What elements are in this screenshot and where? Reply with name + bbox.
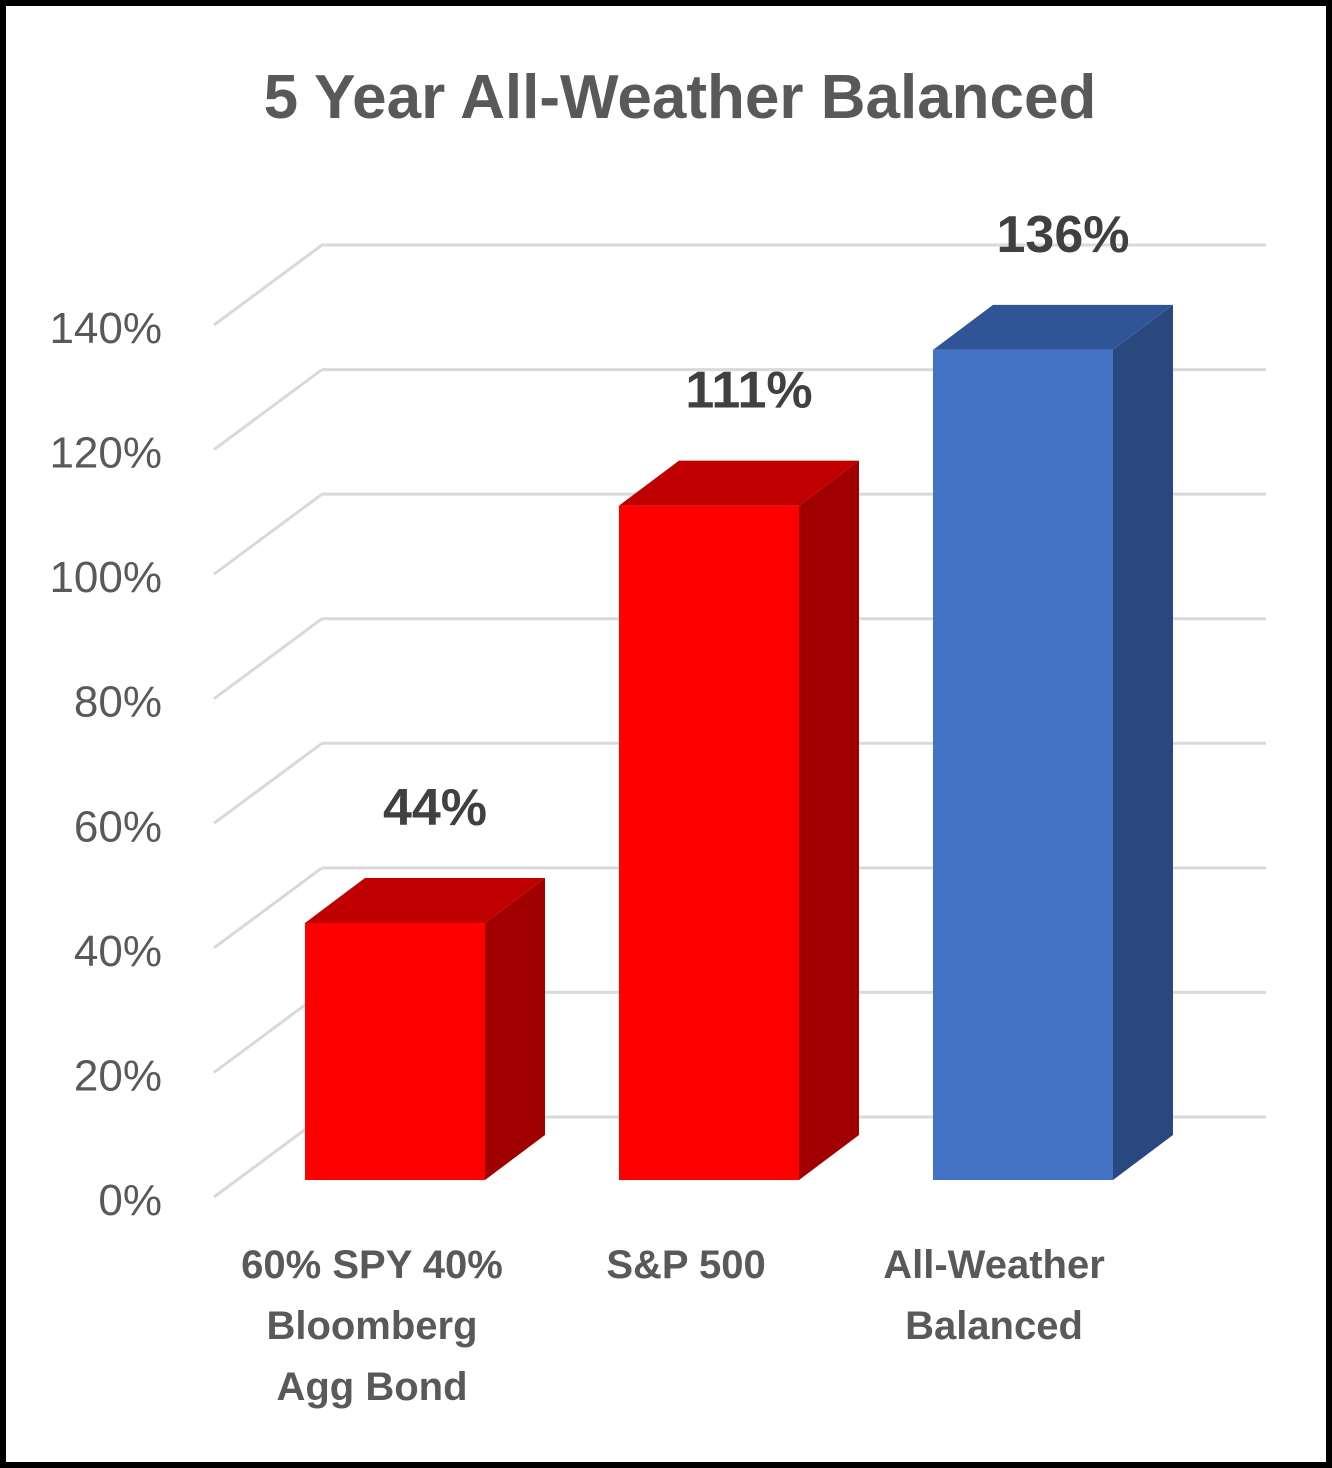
bar-3 <box>933 304 1173 1180</box>
data-label: 136% <box>997 206 1130 264</box>
bar-top-face <box>933 304 1173 350</box>
y-tick-label: 80% <box>74 678 162 727</box>
bars <box>305 304 1173 1181</box>
bar-side-face <box>485 877 545 1180</box>
category-label-line: 60% SPY 40% <box>241 1243 503 1287</box>
chart-title: 5 Year All-Weather Balanced <box>264 63 1097 132</box>
bar-front-face <box>933 349 1113 1180</box>
category-label-line: Agg Bond <box>276 1365 467 1409</box>
bar-front-face <box>619 505 799 1181</box>
gridline-diagonal <box>213 866 323 950</box>
y-tick-label: 40% <box>74 927 162 976</box>
y-tick-label: 140% <box>49 304 162 353</box>
category-label: All-Weather Balanced <box>883 1243 1105 1348</box>
category-label-line: Bloomberg <box>266 1304 477 1348</box>
category-label: 60% SPY 40% Bloomberg Agg Bond <box>241 1243 503 1409</box>
gridline-diagonal <box>213 1115 323 1199</box>
gridline-diagonal <box>213 368 323 451</box>
x-axis-category-labels: 60% SPY 40% Bloomberg Agg Bond S&P 500 All-W… <box>241 1243 1105 1409</box>
data-labels: 44% 111% 136% <box>383 206 1130 837</box>
y-tick-label: 0% <box>98 1176 162 1225</box>
bar-top-face <box>619 460 859 506</box>
category-label-line: All-Weather <box>883 1243 1105 1287</box>
category-label-line: Balanced <box>905 1304 1083 1348</box>
y-tick-label: 20% <box>74 1051 162 1100</box>
bar-2 <box>619 460 859 1181</box>
gridline-diagonal <box>213 492 323 576</box>
gridline-diagonal <box>213 742 323 825</box>
gridline-diagonal <box>213 991 323 1074</box>
gridline-diagonal <box>213 617 323 700</box>
bar-top-face <box>305 877 545 923</box>
y-tick-label: 120% <box>49 429 162 478</box>
bar-side-face <box>799 460 859 1181</box>
y-tick-label: 100% <box>49 553 162 602</box>
category-label-line: S&P 500 <box>606 1243 765 1287</box>
bar-1 <box>305 877 545 1180</box>
bar-side-face <box>1113 304 1173 1180</box>
gridline-diagonal <box>213 243 323 327</box>
bar-front-face <box>305 922 485 1180</box>
y-axis-tick-labels: 0% 20% 40% 60% 80% 100% 120% 140% <box>49 304 162 1225</box>
y-tick-label: 60% <box>74 802 162 851</box>
data-label: 111% <box>685 362 812 420</box>
category-label: S&P 500 <box>606 1243 765 1287</box>
data-label: 44% <box>383 779 487 837</box>
